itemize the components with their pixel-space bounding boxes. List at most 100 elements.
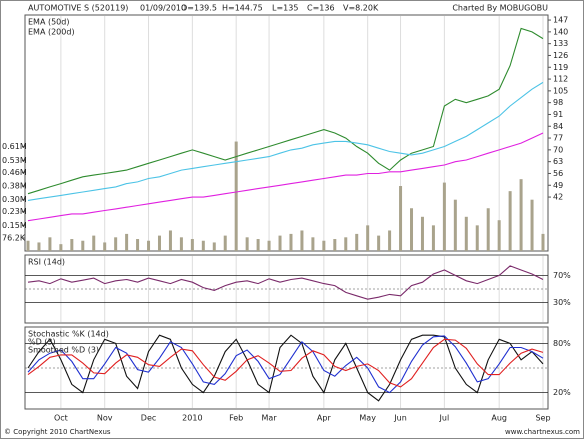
legend-entry: RSI (14d) [28,258,65,267]
volume-bar [399,186,403,251]
y-tick-label: 84 [553,122,563,131]
volume-bar [431,225,435,251]
volume-bar [311,237,315,251]
y2-tick-label: 0.61M [2,142,27,151]
volume-bar [442,182,446,251]
volume-bar [508,191,512,251]
volume: V=8.20K [343,4,379,13]
volume-bar [26,240,30,251]
volume-bar [190,239,194,251]
x-tick-label: Sep [535,414,550,423]
x-tick-label: 2010 [182,414,202,423]
symbol: AUTOMOTIVE S (520119) [28,4,128,13]
y-tick-label: 119 [553,63,568,72]
volume-bar [59,244,63,251]
volume-bar [245,237,249,251]
y-tick-label: 20% [553,388,571,397]
volume-bar [201,240,205,251]
y-tick-label: 42 [553,193,563,202]
volume-bar [92,235,96,251]
volume-bar [453,199,457,251]
volume-bar [81,240,85,251]
y2-tick-label: 0.23M [2,207,27,216]
y2-tick-label: 0.15M [2,221,27,230]
volume-bar [486,208,490,251]
date: 01/09/2010 [140,4,186,13]
legend-entry: Smoothed %D (3) [28,346,99,355]
y-tick-label: 70 [553,145,563,154]
volume-bar [464,216,468,251]
x-tick-label: Jul [439,414,450,423]
line [27,265,544,300]
copyright: © Copyright 2010 ChartNexus [4,428,111,436]
volume-bar [70,239,74,251]
line [27,338,544,388]
volume-bar [530,199,534,251]
y2-tick-label: 0.30M [2,195,27,204]
close: C=136 [307,4,335,13]
y-tick-label: 112 [553,75,568,84]
legend-entry: EMA (50d) [28,18,69,27]
x-tick-label: Nov [97,414,113,423]
y-tick-label: 70% [553,271,571,280]
y-tick-label: 56 [553,169,563,178]
y-tick-label: 91 [553,110,563,119]
y-tick-label: 105 [553,86,568,95]
volume-bar [103,242,107,251]
volume-bar [179,237,183,251]
volume-bar [420,216,424,251]
volume-bar [475,225,479,251]
volume-bar [278,235,282,251]
volume-bar [125,233,129,251]
line [27,335,544,394]
low: L=135 [272,4,298,13]
x-tick-label: Jun [393,414,407,423]
x-tick-label: May [359,414,376,423]
volume-bar [234,141,238,251]
x-tick-label: Mar [262,414,278,423]
url: www.chartnexus.com [505,428,580,436]
price-panel [24,14,549,252]
volume-bar [322,240,326,251]
credit: Charted By MOBUGOBU [452,4,548,13]
legend-entry: EMA (200d) [28,28,75,37]
y2-tick-label: 76.2K [2,233,26,242]
volume-bar [366,225,370,251]
volume-bar [256,239,260,251]
y-tick-label: 133 [553,39,568,48]
line [27,27,544,195]
line [27,334,544,402]
y2-tick-label: 0.53M [2,156,27,165]
y-tick-label: 77 [553,134,563,143]
volume-bar [333,239,337,251]
line [27,132,544,222]
volume-bar [300,230,304,251]
x-tick-label: Oct [54,414,68,423]
y-tick-label: 49 [553,181,563,190]
volume-bar [355,233,359,251]
y2-tick-label: 0.38M [2,182,27,191]
volume-bar [497,220,501,251]
volume-bar [541,233,545,251]
volume-bar [37,242,41,251]
y-tick-label: 80% [553,339,571,348]
volume-bar [519,179,523,251]
open: O=139.5 [181,4,217,13]
volume-bar [267,240,271,251]
legend-entry: %D (3) [28,338,56,347]
y-tick-label: 140 [553,27,568,36]
volume-bar [168,230,172,251]
x-tick-label: Feb [229,414,243,423]
volume-bar [212,242,216,251]
x-tick-label: Dec [141,414,156,423]
x-tick-label: Apr [317,414,332,423]
volume-bar [147,240,151,251]
volume-bar [136,239,140,251]
volume-bar [114,237,118,251]
y-tick-label: 126 [553,51,568,60]
legend-entry: Stochastic %K (14d) [28,330,109,339]
y-tick-label: 63 [553,157,563,166]
y-tick-label: 98 [553,98,563,107]
volume-bar [48,237,52,251]
y-tick-label: 147 [553,16,568,25]
